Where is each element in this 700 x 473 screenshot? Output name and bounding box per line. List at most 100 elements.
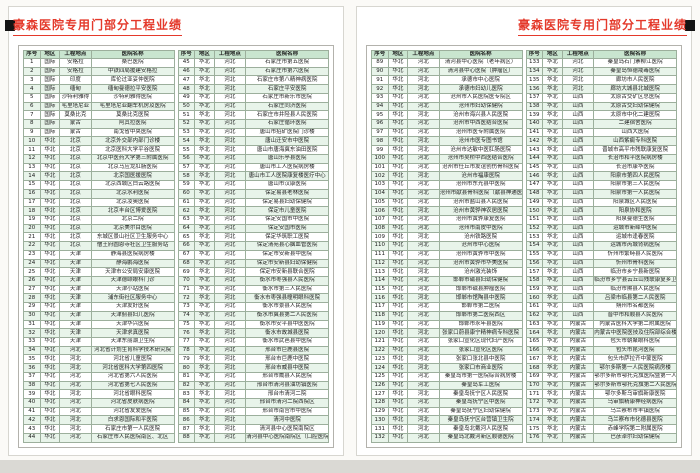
row-number: 68	[177, 258, 196, 269]
row-number: 61	[177, 197, 196, 208]
hospital-name-cell: 衡水市武邑县中医院	[245, 337, 329, 347]
hospital-name-cell: 运城市逢春医院	[593, 232, 677, 243]
row-number: 131	[371, 424, 389, 434]
hospital-name-cell: 沧州市中心医院	[438, 241, 523, 251]
row-number: 156	[525, 258, 544, 269]
table-row: 67 华北 河北 保定市安新县中医院	[177, 249, 329, 260]
location-cell: 山西	[561, 171, 595, 182]
region-cell: 华北	[387, 275, 409, 286]
projects-table: 序号 地区 工程地点 医院名称 133 华北 河北 秦皇岛石门寨柳江医院 134 华北 河北 秦皇岛…	[525, 50, 678, 444]
region-cell: 华北	[39, 197, 61, 208]
region-cell: 华北	[542, 284, 563, 295]
hospital-name-cell: 保定市安新县中医院	[245, 249, 329, 260]
hospital-name-cell: 沧州市盐山县人民医院	[438, 197, 523, 208]
region-cell: 华北	[194, 371, 215, 382]
table-row: 44 华北 河北 石家庄市人民医院南区、北区	[23, 432, 175, 444]
location-cell: 山西	[561, 206, 595, 216]
location-cell: 内蒙古	[561, 432, 595, 444]
table-rows-133-176: 序号 地区 工程地点 医院名称 133 华北 河北 秦皇岛石门寨柳江医院 134 华北 河北 秦皇岛…	[525, 50, 678, 444]
table-row: 53 华北 河北 唐山市招矿医院门诊楼	[177, 127, 329, 138]
location-cell: 河北	[213, 197, 247, 208]
row-number: 60	[177, 188, 196, 199]
region-cell: 华北	[542, 319, 563, 330]
row-number: 36	[23, 363, 41, 373]
region-cell: 华北	[387, 110, 409, 121]
hospital-name-cell: 阳泉城区人民医院	[593, 197, 677, 208]
table-row: 138 华北 山西 太原古交妇幼保健院	[525, 101, 677, 112]
location-cell: 河北	[213, 58, 247, 68]
location-cell: 河北	[59, 415, 92, 426]
location-cell: 河北	[213, 345, 247, 356]
table-row: 128 华北 河北 秦皇岛抚宁区中医院	[371, 398, 523, 408]
region-cell: 国际	[39, 110, 61, 121]
row-number: 11	[23, 145, 41, 155]
row-number: 168	[525, 363, 544, 373]
table-row: 172 华北 内蒙古 乌审旗精康神经病医院	[525, 398, 677, 408]
location-cell: 河北	[407, 75, 440, 86]
hospital-name-cell: 秦皇岛恒德戒毒医院	[593, 66, 677, 77]
region-cell: 华北	[194, 171, 215, 182]
region-cell: 华北	[387, 363, 409, 373]
row-number: 67	[177, 249, 196, 260]
location-cell: 河北	[407, 232, 440, 243]
region-cell: 华北	[194, 75, 215, 86]
region-cell: 华北	[542, 101, 563, 112]
row-number: 157	[525, 267, 544, 277]
row-number: 109	[371, 232, 389, 243]
table-row: 50 华北 河北 石家庄同济医院	[177, 101, 329, 112]
region-cell: 华北	[542, 171, 563, 182]
hospital-name-cell: 北京国医援医院	[90, 171, 175, 182]
row-number: 170	[525, 380, 544, 391]
location-cell: 河北	[407, 389, 440, 400]
table-row: 133 华北 河北 秦皇岛石门寨柳江医院	[525, 58, 677, 68]
location-cell: 河北	[407, 58, 440, 68]
hospital-name-cell: 河北省第六人民医院	[90, 371, 175, 382]
table-row: 76 华北 河北 衡水市故城县医院	[177, 328, 329, 338]
table-row: 159 华北 山西 临汾市隰县人民医院	[525, 284, 677, 295]
region-cell: 华北	[387, 162, 409, 173]
location-cell: 蒙古	[59, 119, 92, 129]
location-cell: 河北	[59, 424, 92, 434]
hospital-name-cell: 保定市安新县联合医院	[245, 267, 329, 277]
hospital-name-cell: 静海鹏海医院	[90, 258, 175, 269]
table-row: 102 华北 河北 沧州市福康医院	[371, 171, 523, 182]
hospital-name-cell: 河北省第七人民医院	[90, 380, 175, 391]
table-row: 95 华北 河北 沧州市海兴县人民医院	[371, 110, 523, 121]
location-cell: 山西	[561, 267, 595, 277]
region-cell: 华北	[387, 267, 409, 277]
location-cell: 河北	[213, 232, 247, 243]
row-number: 93	[371, 92, 389, 103]
region-cell: 华北	[387, 127, 409, 138]
region-cell: 华北	[39, 415, 61, 426]
row-number: 154	[525, 241, 544, 251]
row-number: 24	[23, 258, 41, 269]
row-number: 59	[177, 180, 196, 190]
location-cell: 山西	[561, 110, 595, 121]
table-row: 170华北内蒙古鄂尔多斯市鄂托克旗第二人民医院病房楼	[525, 380, 677, 391]
row-number: 147	[525, 180, 544, 190]
hospital-name-cell: 赤峰学院第二附属医院	[593, 424, 677, 434]
location-cell: 内蒙古	[561, 424, 595, 434]
row-number: 155	[525, 249, 544, 260]
table-row: 176 华北 内蒙古 巴彦淖尔妇幼保健院	[525, 432, 677, 444]
hospital-name-cell: 晋中市和顺县人民医院	[593, 310, 677, 321]
row-number: 100	[371, 153, 389, 164]
page-left-title-row: 豪森医院专用门部分工程业绩	[5, 7, 343, 39]
row-number: 85	[177, 406, 196, 417]
region-cell: 华北	[542, 380, 563, 391]
table-row: 165 华北 内蒙古 包头市朝聚眼科医院	[525, 337, 677, 347]
region-cell: 华北	[542, 354, 563, 365]
table-row: 81 华北 河北 邢台市威县人民医院	[177, 371, 329, 382]
table-row: 63 华北 河北 保定安国市中医院	[177, 214, 329, 225]
hospital-name-cell: 沧州市南皮中医院	[438, 223, 523, 234]
table-row: 35 华北 河北 河北省儿童医院	[23, 354, 175, 365]
region-cell: 华北	[542, 406, 563, 417]
row-number: 135	[525, 75, 544, 86]
hospital-name-cell: 乌兰察布市化德县医院	[593, 415, 677, 426]
location-cell: 河北	[407, 110, 440, 121]
location-cell: 山西	[561, 310, 595, 321]
row-number: 92	[371, 84, 389, 94]
region-cell: 华北	[542, 267, 563, 277]
row-number: 44	[23, 432, 41, 444]
hospital-name-cell: 天津华兴医院	[90, 319, 175, 330]
